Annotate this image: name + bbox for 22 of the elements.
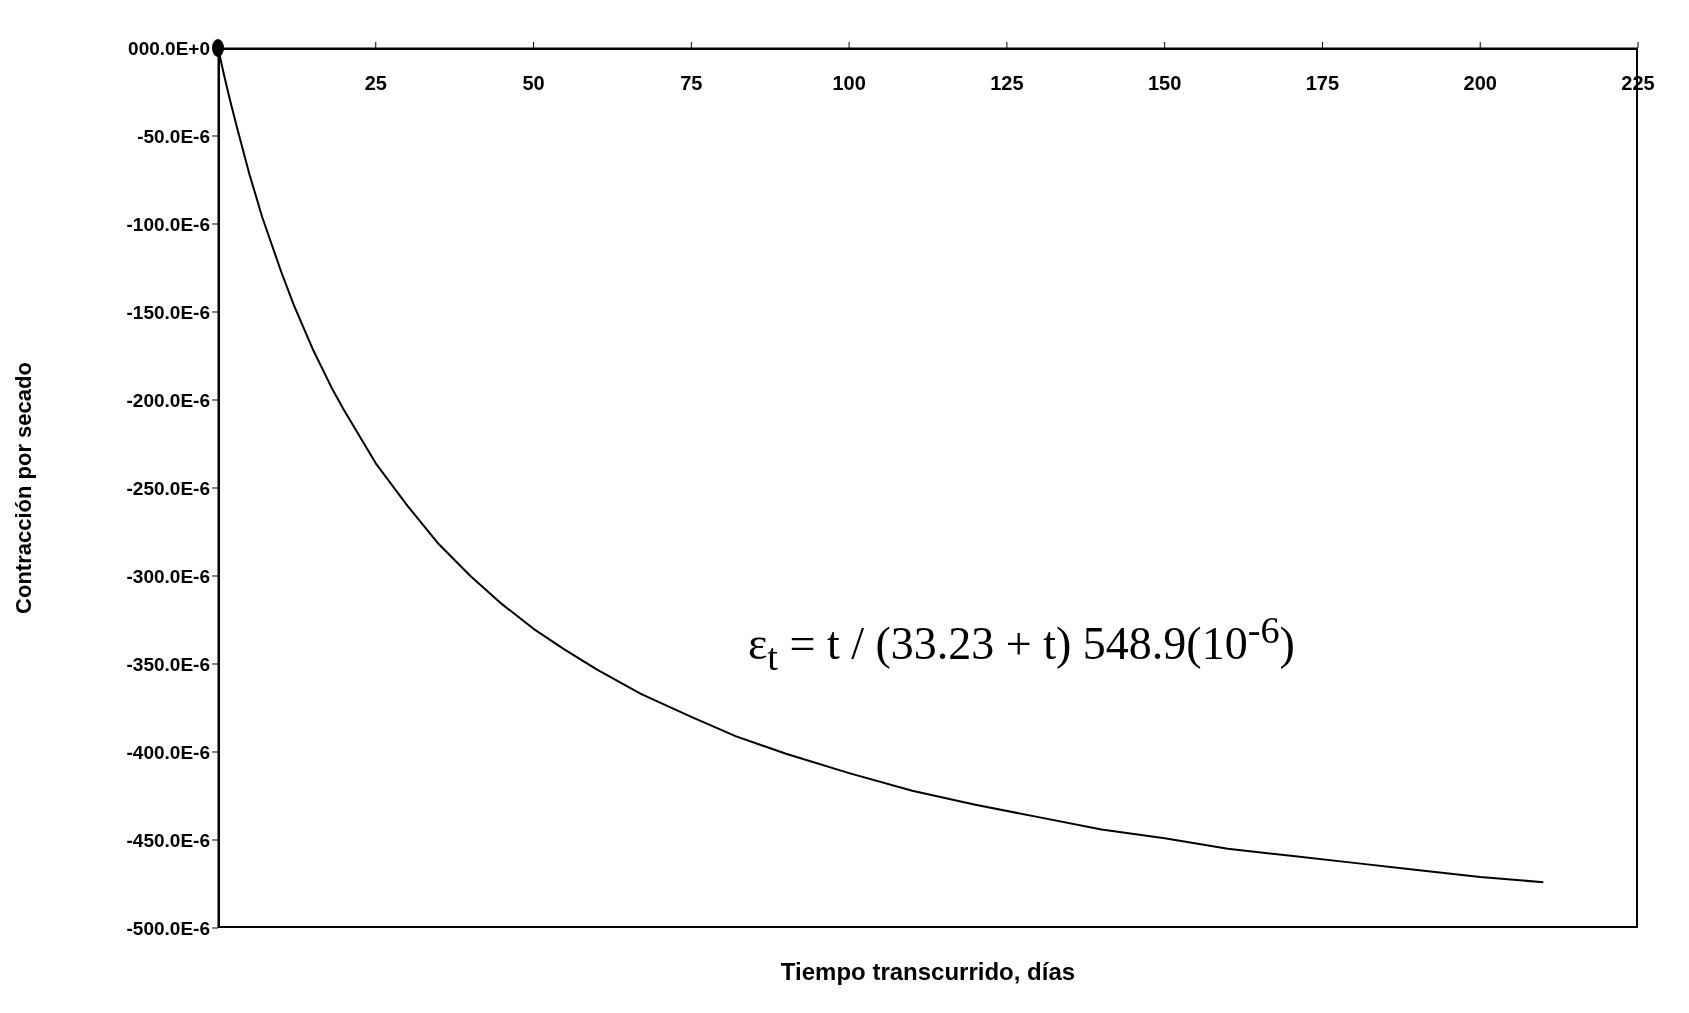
x-tick-label: 100 — [832, 72, 866, 94]
y-tick-label: 000.0E+0 — [128, 37, 210, 59]
y-axis-title: Contracción por secado — [10, 362, 36, 614]
y-tick-label: -50.0E-6 — [137, 125, 210, 147]
y-tick-label: -400.0E-6 — [126, 741, 210, 763]
y-tick-label: -100.0E-6 — [126, 213, 210, 235]
x-tick-label: 175 — [1305, 72, 1340, 94]
x-axis-title: Tiempo transcurrido, días — [779, 958, 1077, 986]
x-tick-label: 150 — [1147, 72, 1182, 94]
x-tick-label: 50 — [522, 72, 545, 94]
y-tick-label: -500.0E-6 — [126, 917, 210, 939]
y-tick-label: -250.0E-6 — [126, 477, 210, 499]
y-tick-label: -150.0E-6 — [126, 301, 210, 323]
y-tick-label: -350.0E-6 — [126, 653, 210, 675]
x-tick-label: 25 — [364, 72, 387, 94]
annotation: ε$_{t}$ = t / (33.23 + t) 548.9(10$^{-6}$) — [748, 608, 1295, 679]
y-tick-label: -200.0E-6 — [126, 389, 210, 411]
y-tick-label: -450.0E-6 — [126, 829, 210, 851]
y-tick-label: -300.0E-6 — [126, 565, 210, 587]
x-tick-label: 200 — [1463, 72, 1497, 94]
x-tick-label: 125 — [990, 72, 1024, 94]
x-tick-label: 75 — [680, 72, 703, 94]
